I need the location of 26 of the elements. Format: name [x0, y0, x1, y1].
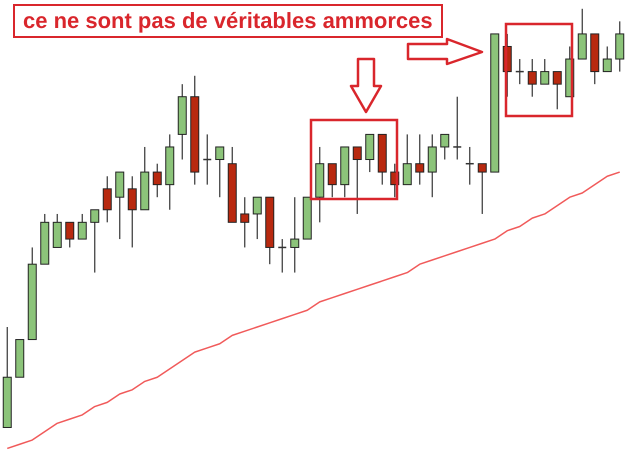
candlestick: [278, 238, 287, 274]
candlestick: [65, 222, 74, 248]
annotation: ce ne sont pas de véritables ammorces: [13, 4, 443, 38]
candlestick: [215, 146, 224, 198]
candlestick: [402, 134, 412, 186]
candlestick: [78, 213, 87, 240]
candlestick: [240, 196, 250, 248]
candlestick: [528, 58, 537, 98]
candlestick: [252, 196, 262, 240]
candlestick: [128, 176, 137, 248]
candlestick: [602, 46, 612, 72]
candlestick: [478, 163, 487, 215]
candlestick: [152, 163, 162, 198]
candlestick: [328, 163, 337, 198]
candlestick: [290, 196, 300, 274]
candlestick: [440, 134, 450, 160]
candlestick: [452, 96, 462, 160]
candlestick: [515, 58, 524, 85]
candlestick: [552, 70, 562, 110]
candlestick: [102, 176, 112, 223]
candlestick: [540, 58, 550, 85]
candlestick: [352, 146, 362, 215]
candlestick: [90, 209, 100, 274]
candlestick: [202, 134, 212, 186]
candlestick: [465, 146, 474, 186]
candlestick: [415, 134, 424, 186]
